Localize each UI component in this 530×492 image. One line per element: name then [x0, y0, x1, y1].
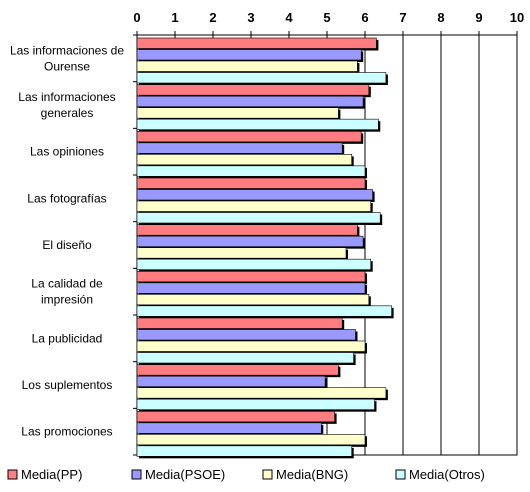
- bars: [136, 37, 394, 459]
- x-tick-label: 3: [247, 10, 254, 25]
- x-tick-label: 2: [209, 10, 216, 25]
- x-tick-label: 4: [285, 10, 293, 25]
- bar: [136, 398, 375, 410]
- bar: [136, 387, 387, 399]
- x-tick-label: 8: [437, 10, 444, 25]
- bar: [136, 165, 366, 177]
- x-tick-label: 0: [133, 10, 140, 25]
- category-label: La calidad de: [31, 277, 103, 291]
- category-label: impresión: [41, 293, 93, 307]
- category-label: Las opiniones: [30, 145, 104, 159]
- bar: [136, 422, 322, 434]
- legend-label: Media(PSOE): [145, 467, 225, 482]
- bar: [136, 37, 377, 49]
- bar: [136, 95, 364, 107]
- category-label: Las fotografías: [27, 191, 106, 205]
- bar: [136, 445, 352, 457]
- bar: [136, 49, 362, 61]
- bar: [136, 329, 356, 341]
- bar: [136, 294, 370, 306]
- bar: [136, 60, 358, 72]
- bar: [136, 177, 366, 189]
- x-tick-label: 7: [399, 10, 406, 25]
- bar: [136, 212, 381, 224]
- category-label: Las informaciones de: [10, 43, 124, 57]
- bar: [136, 375, 326, 387]
- legend-swatch: [395, 469, 406, 480]
- x-tick-label: 10: [510, 10, 524, 25]
- category-label: La publicidad: [32, 331, 103, 345]
- category-labels: Las informaciones de Ourense Las informaci…: [10, 43, 124, 438]
- category-label: El diseño: [42, 238, 92, 252]
- bar: [136, 200, 371, 212]
- bar: [136, 282, 366, 294]
- bar: [136, 247, 347, 259]
- x-tick-label: 1: [171, 10, 178, 25]
- category-label: Ourense: [44, 59, 90, 73]
- legend-swatch: [7, 469, 18, 480]
- bar: [136, 271, 366, 283]
- legend-label: Media(PP): [21, 467, 82, 482]
- bar: [136, 224, 358, 236]
- legend-swatch: [131, 469, 142, 480]
- bar: [136, 411, 335, 423]
- bar: [136, 305, 392, 317]
- bar: [136, 235, 364, 247]
- bar: [136, 434, 366, 446]
- bar: [136, 258, 371, 270]
- legend-label: Media(BNG): [276, 467, 348, 482]
- bar: [136, 72, 387, 84]
- category-label: Los suplementos: [22, 378, 113, 392]
- x-tick-label: 9: [475, 10, 482, 25]
- bar: [136, 352, 354, 364]
- tick-labels: 0 1 2 3 4 5 6 7 8 9 10: [133, 10, 524, 25]
- bar: [136, 118, 379, 130]
- bar: [136, 154, 352, 166]
- bar: [136, 340, 366, 352]
- bar: [136, 84, 370, 96]
- bar: [136, 131, 362, 143]
- category-label: generales: [41, 106, 94, 120]
- category-label: Las promociones: [21, 425, 112, 439]
- legend-label: Media(Otros): [409, 467, 485, 482]
- legend: Media(PP) Media(PSOE) Media(BNG) Media(Otro…: [7, 467, 485, 482]
- x-tick-label: 6: [361, 10, 368, 25]
- x-tick-label: 5: [323, 10, 330, 25]
- bar: [136, 364, 339, 376]
- bar: [136, 142, 343, 154]
- bar: [136, 189, 373, 201]
- bar: [136, 317, 343, 329]
- bar: [136, 107, 339, 119]
- legend-swatch: [262, 469, 273, 480]
- axes: [133, 31, 518, 456]
- category-label: Las informaciones: [18, 90, 115, 104]
